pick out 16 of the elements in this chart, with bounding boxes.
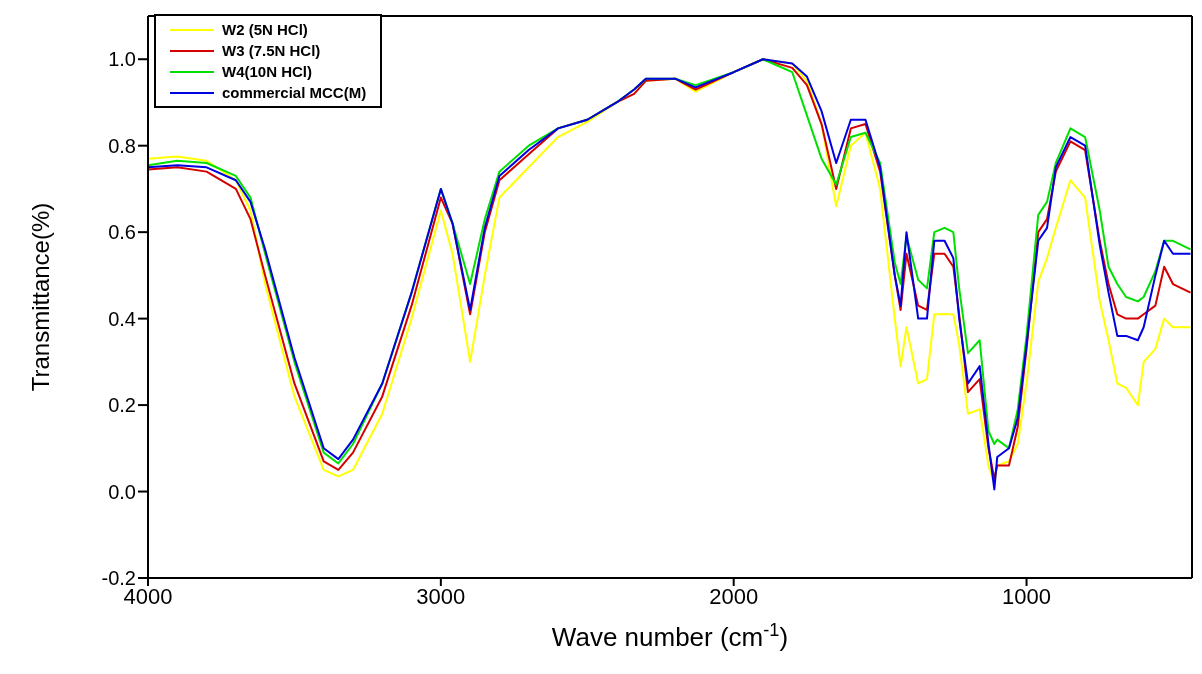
y-axis-title: Transmittance(%) xyxy=(26,202,54,392)
legend-label: W2 (5N HCl) xyxy=(222,21,308,38)
legend-label: W3 (7.5N HCl) xyxy=(222,42,321,59)
x-tick-label: 1000 xyxy=(1002,583,1052,609)
y-tick-label: 0.4 xyxy=(108,307,136,330)
x-tick-label: 2000 xyxy=(709,583,759,609)
y-tick-label: 0.0 xyxy=(108,480,136,503)
y-tick-label: -0.2 xyxy=(101,567,136,590)
x-tick-label: 3000 xyxy=(416,583,466,609)
y-tick-label: 1.0 xyxy=(108,48,136,71)
legend-label: W4(10N HCl) xyxy=(222,63,313,80)
y-tick-label: 0.6 xyxy=(108,221,136,244)
y-tick-label: 0.8 xyxy=(108,134,136,157)
x-axis-title: Wave number (cm$^{-1}$) xyxy=(551,620,789,652)
legend-label: commercial MCC(M) xyxy=(222,84,367,101)
y-tick-label: 0.2 xyxy=(108,394,136,417)
